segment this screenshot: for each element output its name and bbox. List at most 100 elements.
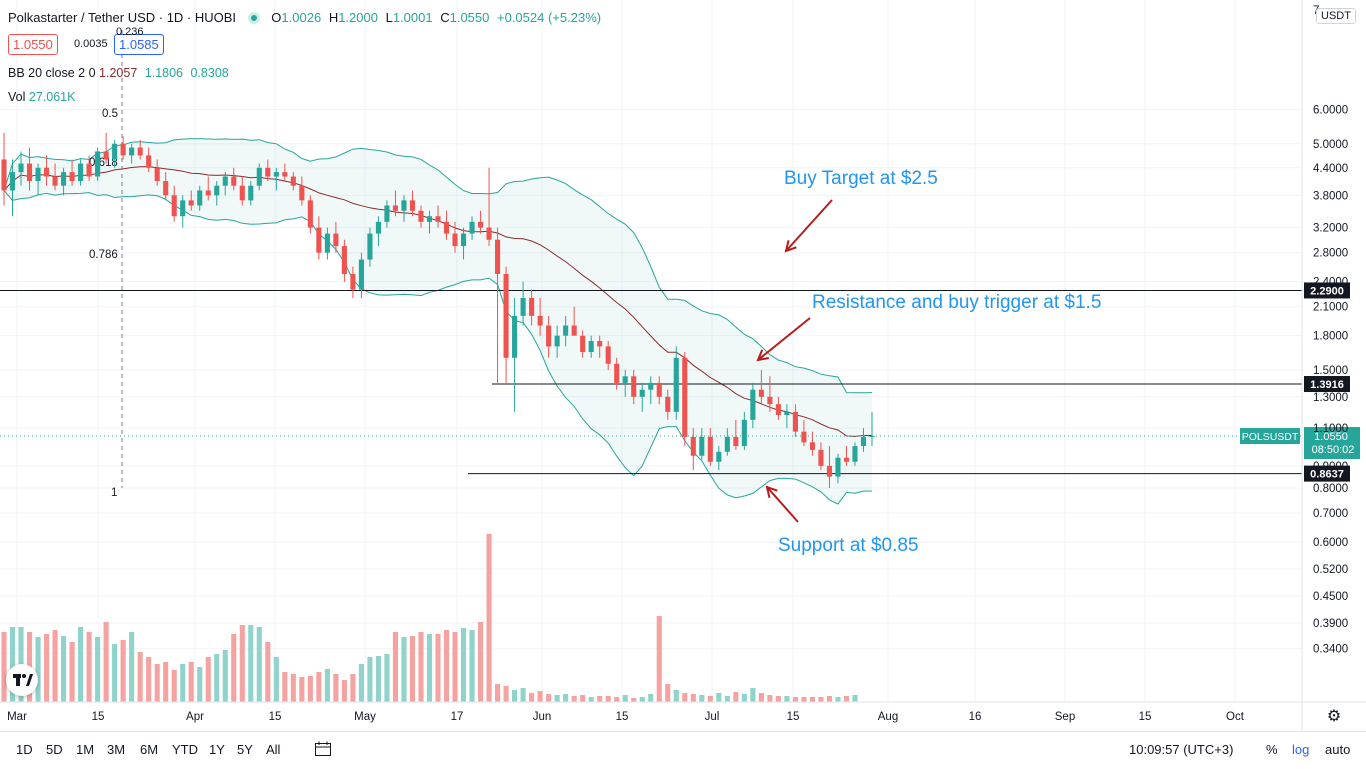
bb-fill	[4, 138, 872, 505]
candle-body	[622, 376, 628, 383]
price-axis[interactable]: 6.0000 5.0000 4.4000 3.8000 3.2000 2.8000 2.40…	[1301, 0, 1348, 731]
volume-bar	[529, 693, 535, 702]
volume-bar	[546, 694, 552, 702]
candle-body	[401, 200, 407, 211]
volume-bar	[750, 688, 756, 702]
time-tick-label: 16	[969, 711, 982, 723]
price-tick-label: 0.3900	[1313, 618, 1348, 630]
timeframe-button-ytd[interactable]: YTD	[172, 742, 198, 757]
candle-body	[809, 442, 815, 450]
time-axis[interactable]: Mar 15 Apr 15 May 17 Jun 15 Jul 15 Aug 16 Sep 15 Oct	[0, 701, 1366, 723]
candle-body	[316, 227, 322, 253]
candle-body	[563, 325, 569, 336]
candle-body	[239, 185, 245, 201]
candle-body	[222, 176, 228, 186]
price-tick-label: 0.8000	[1313, 483, 1348, 495]
candle-body	[605, 346, 611, 364]
volume-bar	[214, 654, 220, 702]
symbol-tag-bg	[1240, 428, 1300, 445]
auto-scale-toggle[interactable]: auto	[1325, 742, 1351, 757]
volume-bar	[290, 674, 296, 702]
clock-display[interactable]: 10:09:57 (UTC+3)	[1129, 742, 1234, 757]
volume-bar	[486, 534, 492, 702]
candle-body	[18, 163, 24, 173]
volume-bar	[843, 696, 850, 702]
last-price-value: 1.0550	[1314, 431, 1348, 443]
candle-body	[767, 396, 773, 405]
timeframe-button-1m[interactable]: 1M	[76, 742, 95, 757]
candle-body	[826, 465, 833, 477]
price-tick-label: 0.4500	[1313, 591, 1348, 603]
price-tick-label: 3.8000	[1313, 190, 1348, 202]
volume-bar	[639, 697, 645, 702]
timeframe-button-5d[interactable]: 5D	[46, 742, 63, 757]
timeframe-button-1d[interactable]: 1D	[16, 742, 33, 757]
date-range-calendar-icon[interactable]	[314, 741, 332, 760]
timeframe-button-1y[interactable]: 1Y	[209, 742, 225, 757]
volume-bar	[239, 625, 245, 702]
candle-body	[35, 167, 41, 182]
currency-badge[interactable]: USDT	[1316, 8, 1356, 24]
volume-bar	[52, 630, 58, 702]
buy-price-box[interactable]: 1.0585	[114, 34, 164, 55]
volume-bar	[614, 697, 620, 702]
candle-body	[682, 357, 688, 437]
candle-body	[61, 172, 67, 186]
volume-legend[interactable]: Vol 27.061K	[8, 90, 75, 104]
time-tick-label: 17	[451, 711, 464, 723]
volume-bar	[724, 696, 730, 702]
volume-bar	[222, 650, 228, 702]
volume-bar	[392, 632, 399, 702]
volume-bar	[112, 644, 118, 702]
fib-level-label: 0.786	[89, 249, 118, 261]
ohlc-high: 1.2000	[338, 10, 378, 25]
volume-bar	[103, 622, 109, 702]
candle-body	[171, 195, 177, 217]
volume-bars	[1, 534, 858, 702]
timeframe-button-5y[interactable]: 5Y	[237, 742, 253, 757]
timeframe-button-3m[interactable]: 3M	[107, 742, 126, 757]
candle-body	[273, 172, 279, 177]
volume-bar	[316, 672, 322, 702]
candle-body	[129, 147, 135, 156]
settings-gear-icon[interactable]: ⚙	[1326, 708, 1342, 725]
time-tick-label: Jul	[705, 711, 720, 723]
sell-price-box[interactable]: 1.0550	[8, 34, 58, 55]
candle-body	[299, 185, 305, 201]
volume-bar	[682, 693, 688, 702]
price-tick-label: 2.4000	[1313, 277, 1348, 289]
volume-bar	[350, 674, 356, 702]
candlesticks	[1, 132, 875, 488]
candle-body	[282, 172, 288, 177]
timeframe-button-6m[interactable]: 6M	[140, 742, 159, 757]
volume-bar	[435, 634, 441, 702]
candle-body	[648, 382, 654, 390]
annotation-text: Resistance and buy trigger at $1.5	[812, 292, 1101, 313]
annotations[interactable]: Buy Target at $2.5 Resistance and buy tri…	[756, 168, 1101, 556]
candle-body	[588, 340, 594, 353]
bb-indicator-legend[interactable]: BB 20 close 2 0 1.2057 1.1806 0.8308	[8, 66, 229, 80]
candle-body	[639, 389, 645, 397]
symbol-title[interactable]: Polkastarter / Tether USD · 1D · HUOBI	[8, 10, 237, 25]
tradingview-logo-icon[interactable]	[6, 664, 38, 696]
timeframe-button-all[interactable]: All	[266, 742, 281, 757]
time-tick-label: 15	[92, 711, 105, 723]
volume-bar	[818, 697, 824, 702]
volume-bar	[333, 674, 339, 702]
candle-body	[214, 185, 220, 196]
candle-body	[43, 167, 50, 177]
volume-bar	[418, 632, 424, 702]
visibility-dot-icon[interactable]	[247, 12, 260, 24]
candle-body	[307, 200, 313, 228]
volume-bar	[554, 695, 560, 702]
candle-body	[231, 176, 237, 186]
hline-price-label-bg	[1304, 376, 1350, 393]
last-price-countdown: 08:50:02	[1312, 444, 1355, 456]
candle-body	[775, 404, 781, 415]
volume-bar	[146, 657, 152, 702]
log-scale-toggle[interactable]: log	[1292, 742, 1310, 757]
percent-scale-toggle[interactable]: %	[1266, 742, 1278, 757]
volume-bar	[171, 670, 177, 702]
